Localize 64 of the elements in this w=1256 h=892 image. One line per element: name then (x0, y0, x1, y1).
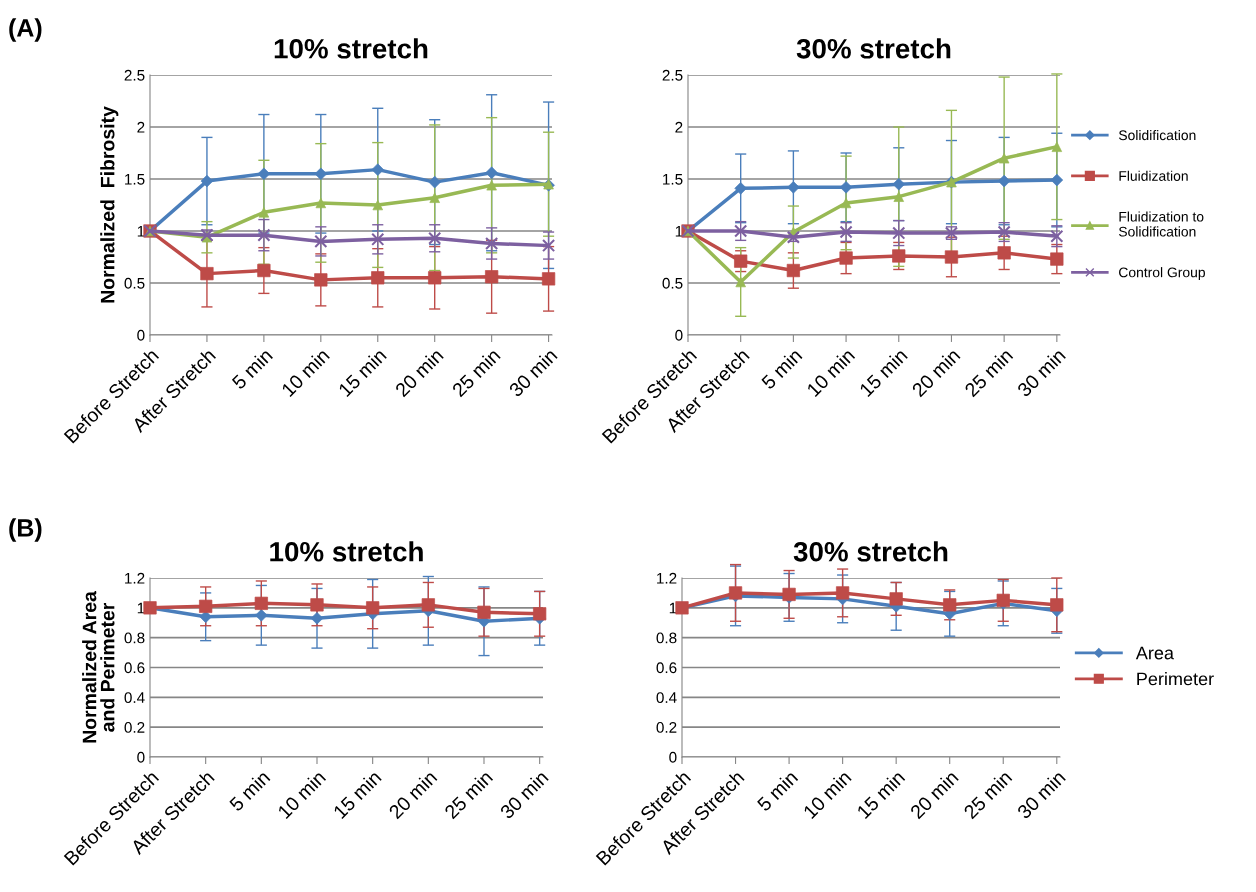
x-tick-label: 20 min (910, 347, 961, 398)
x-tick-label: 20 min (394, 347, 444, 398)
x-tick-label: 25 min (451, 347, 501, 398)
x-tick-label: 20 min (387, 769, 438, 820)
y-tick-label: 1 (675, 226, 683, 237)
legend-label: Fluidization to Solidification (1118, 211, 1204, 237)
text: (B) (9, 518, 42, 542)
y-tick-label: 1 (669, 602, 677, 614)
x-tick-label: 25 min (443, 769, 494, 820)
y-tick-label: 0.5 (124, 277, 145, 289)
y-tick-label: 1.2 (125, 572, 145, 584)
x-tick-label: 30 min (507, 347, 558, 398)
text: (A) (9, 18, 42, 42)
x-tick-label: 25 min (963, 347, 1014, 398)
legend-label: Solidification (1118, 129, 1196, 141)
x-tick-label: 5 min (228, 769, 271, 812)
y-tick-label: 0 (137, 329, 145, 341)
chart-title: 10% stretch (274, 38, 428, 59)
x-tick-label: 15 min (332, 769, 382, 820)
legend-label: Control Group (1119, 267, 1205, 281)
y-tick-label: 1 (137, 226, 145, 237)
chart-title: 30% stretch (796, 38, 951, 59)
x-tick-label: 25 min (962, 769, 1013, 820)
chart-title: 30% stretch (793, 541, 948, 562)
y-tick-label: 0.2 (124, 722, 145, 733)
legend-label: Perimeter (1137, 672, 1214, 686)
y-tick-label: 2 (675, 121, 683, 133)
x-tick-label: 20 min (909, 769, 959, 820)
y-tick-label: 0.6 (124, 662, 145, 674)
legend-label: Fluidization (1119, 170, 1188, 181)
y-tick-label: 0 (675, 329, 683, 341)
y-tick-label: 2.5 (662, 69, 683, 81)
y-tick-label: 1.2 (657, 572, 677, 584)
x-tick-label: 10 min (802, 769, 852, 820)
x-tick-label: 30 min (1016, 769, 1066, 820)
y-tick-label: 1.5 (663, 174, 683, 185)
y-tick-label: 1 (137, 602, 145, 614)
x-tick-label: 15 min (858, 347, 908, 398)
x-tick-label: 5 min (230, 347, 274, 390)
x-tick-label: 30 min (498, 769, 549, 820)
x-tick-label: 5 min (756, 769, 799, 812)
x-tick-label: 10 min (276, 769, 327, 820)
x-tick-label: 30 min (1016, 347, 1067, 398)
chart-title: 10% stretch (270, 541, 423, 562)
y-tick-label: 0.6 (656, 662, 677, 674)
y-tick-label: 0.4 (656, 692, 677, 704)
x-tick-label: 15 min (855, 769, 906, 820)
x-tick-label: 10 min (280, 347, 331, 398)
y-tick-label: 0.4 (124, 692, 145, 704)
legend-label: Area (1135, 646, 1174, 660)
y-tick-label: 0 (137, 751, 145, 763)
x-tick-label: 5 min (760, 347, 803, 390)
x-tick-label: 15 min (337, 347, 387, 398)
y-axis-title: Normalized Area and Perimeter (82, 591, 115, 743)
y-tick-label: 2 (137, 121, 145, 133)
x-tick-label: 10 min (805, 347, 856, 398)
y-tick-label: 0.8 (124, 632, 145, 644)
y-axis-title: Normalized Fibrosity (100, 106, 119, 303)
y-tick-label: 2.5 (124, 69, 145, 81)
y-tick-label: 0 (669, 751, 677, 763)
y-tick-label: 0.5 (662, 277, 683, 289)
y-tick-label: 0.2 (656, 722, 677, 733)
y-tick-label: 0.8 (656, 632, 677, 644)
y-tick-label: 1.5 (125, 174, 145, 185)
